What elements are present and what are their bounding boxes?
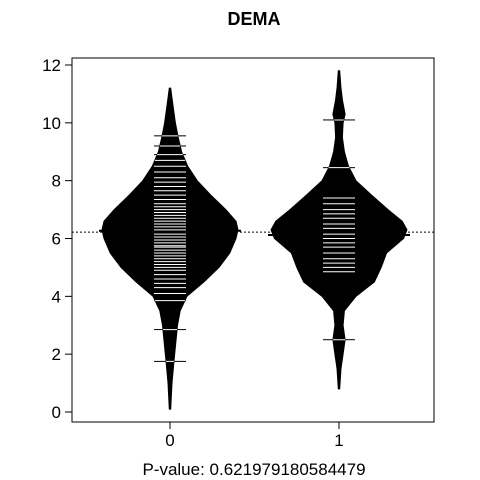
y-axis: 0 2 4 6 8 10 12 [42, 56, 72, 422]
y-tick-label: 4 [52, 287, 61, 306]
chart-title: DEMA [228, 9, 281, 29]
x-axis-label: P-value: 0.621979180584479 [142, 460, 365, 479]
y-tick-label: 10 [42, 114, 61, 133]
y-tick-label: 2 [52, 345, 61, 364]
bean-shape-1 [270, 70, 408, 390]
x-tick-label: 0 [165, 431, 174, 450]
x-tick-label: 1 [334, 431, 343, 450]
beans-layer [99, 70, 410, 410]
bean-shape-0 [101, 87, 239, 410]
y-tick-label: 8 [52, 172, 61, 191]
y-tick-label: 0 [52, 403, 61, 422]
y-tick-label: 6 [52, 230, 61, 249]
y-tick-label: 12 [42, 56, 61, 75]
